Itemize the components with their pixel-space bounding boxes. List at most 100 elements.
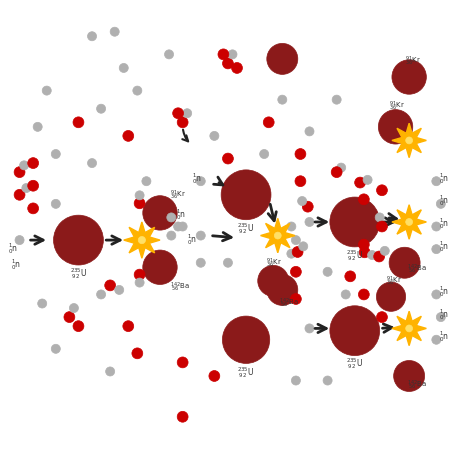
Circle shape [54, 215, 103, 265]
Circle shape [164, 50, 173, 59]
Circle shape [232, 63, 242, 73]
Text: $^{91}_{36}$Kr: $^{91}_{36}$Kr [385, 275, 401, 288]
Circle shape [406, 137, 412, 144]
Circle shape [330, 306, 380, 356]
Circle shape [287, 222, 296, 231]
Circle shape [291, 294, 301, 304]
Circle shape [167, 231, 176, 240]
Circle shape [223, 258, 232, 267]
Circle shape [376, 221, 387, 232]
Circle shape [110, 27, 119, 36]
Circle shape [97, 290, 106, 299]
Circle shape [345, 271, 356, 282]
Polygon shape [392, 123, 426, 158]
Text: $^1_0$n: $^1_0$n [8, 241, 18, 256]
Text: $^1_0$n: $^1_0$n [176, 207, 186, 222]
Text: $^1_0$n: $^1_0$n [187, 232, 197, 247]
Circle shape [123, 321, 134, 332]
Circle shape [337, 163, 346, 172]
Circle shape [218, 49, 229, 60]
Circle shape [295, 149, 306, 159]
Circle shape [389, 247, 420, 278]
Circle shape [374, 251, 384, 262]
Circle shape [143, 250, 177, 284]
Circle shape [33, 122, 42, 131]
Circle shape [196, 258, 205, 267]
Text: $^{235}_{\ 92}$U: $^{235}_{\ 92}$U [237, 221, 255, 236]
Circle shape [292, 236, 301, 245]
Circle shape [305, 217, 314, 226]
Circle shape [106, 367, 115, 376]
Circle shape [260, 149, 269, 159]
Circle shape [437, 313, 446, 322]
Circle shape [228, 50, 237, 59]
Circle shape [27, 158, 38, 169]
Circle shape [367, 251, 377, 260]
Text: $^{142}_{\ 56}$Ba: $^{142}_{\ 56}$Ba [171, 280, 191, 294]
Circle shape [19, 161, 28, 170]
Circle shape [173, 222, 182, 231]
Circle shape [88, 159, 97, 168]
Circle shape [22, 183, 31, 193]
Text: $^{142}_{\ 56}$Ba: $^{142}_{\ 56}$Ba [407, 263, 427, 276]
Circle shape [27, 180, 38, 191]
Circle shape [258, 265, 289, 296]
Circle shape [305, 324, 314, 333]
Circle shape [358, 289, 369, 300]
Circle shape [178, 222, 187, 231]
Text: $^1_0$n: $^1_0$n [438, 284, 448, 299]
Circle shape [323, 376, 332, 385]
Polygon shape [392, 311, 426, 346]
Circle shape [375, 213, 384, 222]
Circle shape [278, 95, 287, 104]
Circle shape [51, 344, 60, 353]
Text: $^{91}_{36}$Kr: $^{91}_{36}$Kr [389, 100, 405, 113]
Circle shape [432, 222, 441, 231]
Circle shape [73, 321, 84, 332]
Circle shape [182, 109, 191, 118]
Circle shape [291, 266, 301, 277]
Circle shape [295, 176, 306, 187]
Circle shape [292, 376, 301, 385]
Circle shape [341, 290, 350, 299]
Circle shape [14, 189, 25, 200]
Circle shape [15, 236, 24, 245]
Circle shape [406, 218, 412, 226]
Circle shape [134, 198, 145, 209]
Circle shape [267, 43, 298, 74]
Text: $^{142}_{\ 56}$Ba: $^{142}_{\ 56}$Ba [407, 379, 427, 392]
Circle shape [432, 290, 441, 299]
Circle shape [331, 167, 342, 178]
Text: $^1_0$n: $^1_0$n [438, 193, 448, 208]
Circle shape [437, 199, 446, 208]
Circle shape [177, 411, 188, 422]
Circle shape [302, 201, 313, 212]
Circle shape [221, 170, 271, 220]
Circle shape [14, 167, 25, 178]
Circle shape [376, 185, 387, 196]
Circle shape [305, 127, 314, 136]
Circle shape [73, 117, 84, 128]
Text: $^{91}_{36}$Kr: $^{91}_{36}$Kr [171, 189, 186, 202]
Text: $^{235}_{\ 92}$U: $^{235}_{\ 92}$U [346, 248, 364, 263]
Circle shape [42, 86, 51, 95]
Circle shape [392, 60, 426, 94]
Circle shape [376, 282, 406, 311]
Circle shape [222, 58, 233, 69]
Circle shape [287, 249, 296, 258]
Text: $^1_0$n: $^1_0$n [438, 307, 448, 322]
Circle shape [380, 246, 389, 255]
Circle shape [134, 269, 145, 280]
Circle shape [267, 275, 298, 305]
Circle shape [135, 191, 144, 200]
Text: $^{91}_{36}$Kr: $^{91}_{36}$Kr [405, 55, 420, 68]
Circle shape [51, 199, 60, 208]
Circle shape [97, 104, 106, 113]
Circle shape [142, 177, 151, 186]
Circle shape [209, 371, 220, 381]
Polygon shape [124, 222, 160, 258]
Circle shape [105, 280, 116, 291]
Circle shape [298, 197, 307, 206]
Circle shape [393, 361, 425, 391]
Circle shape [376, 312, 387, 323]
